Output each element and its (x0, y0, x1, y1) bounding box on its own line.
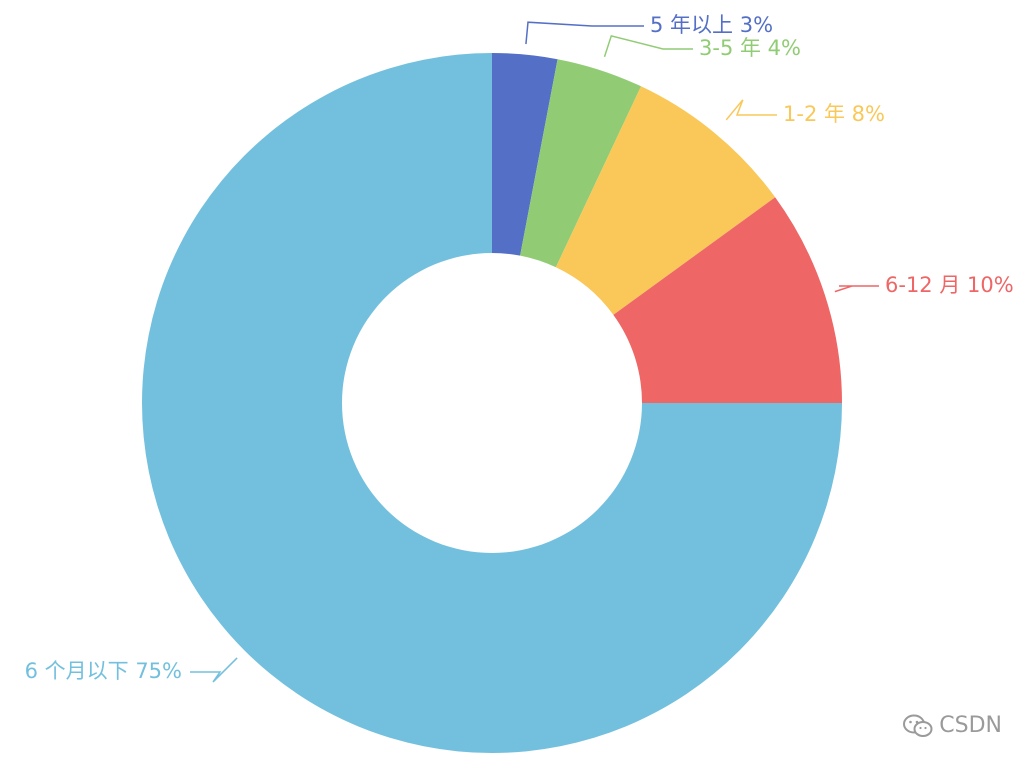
wechat-icon (903, 714, 933, 738)
leader-lines-group (190, 21, 879, 683)
slice-label-4: 6 个月以下 75% (25, 659, 182, 683)
slice-0 (492, 53, 558, 256)
watermark-text: CSDN (939, 713, 1002, 738)
leader-line-1 (603, 34, 693, 58)
slice-1 (520, 59, 642, 268)
leader-line-4 (190, 657, 238, 683)
slices-group (142, 53, 842, 753)
labels-group: 5 年以上 3%3-5 年 4% 1-2 年 8% 6-12 月 10% 6 个月以下… (25, 13, 1014, 683)
slice-label-1: 3-5 年 4% (699, 36, 801, 60)
leader-line-2 (725, 99, 777, 121)
watermark: CSDN (903, 713, 1002, 738)
slice-label-0: 5 年以上 3% (650, 13, 773, 37)
slice-label-3: 6-12 月 10% (885, 273, 1014, 297)
leader-line-3 (834, 285, 879, 293)
slice-4 (142, 53, 842, 753)
slice-label-2: 1-2 年 8% (783, 102, 885, 126)
slice-2 (555, 86, 776, 315)
leader-line-0 (525, 21, 644, 45)
slice-3 (613, 197, 842, 403)
